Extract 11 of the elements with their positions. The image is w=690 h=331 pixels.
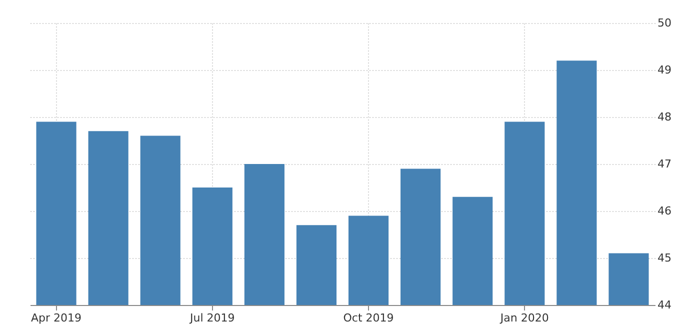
y-tick-label: 48 <box>658 110 672 124</box>
x-tick-label: Oct 2019 <box>343 312 394 324</box>
y-tick-label: 49 <box>658 64 672 76</box>
x-tick-label: Jul 2019 <box>189 312 235 324</box>
y-tick-label: 45 <box>658 252 672 264</box>
y-tick-label: 50 <box>658 16 672 30</box>
y-tick-label: 47 <box>658 158 672 170</box>
y-tick-label: 44 <box>658 298 672 312</box>
y-tick-label: 46 <box>658 204 672 218</box>
x-tick-label: Jan 2020 <box>499 312 549 324</box>
x-tick-label: Apr 2019 <box>31 312 82 324</box>
